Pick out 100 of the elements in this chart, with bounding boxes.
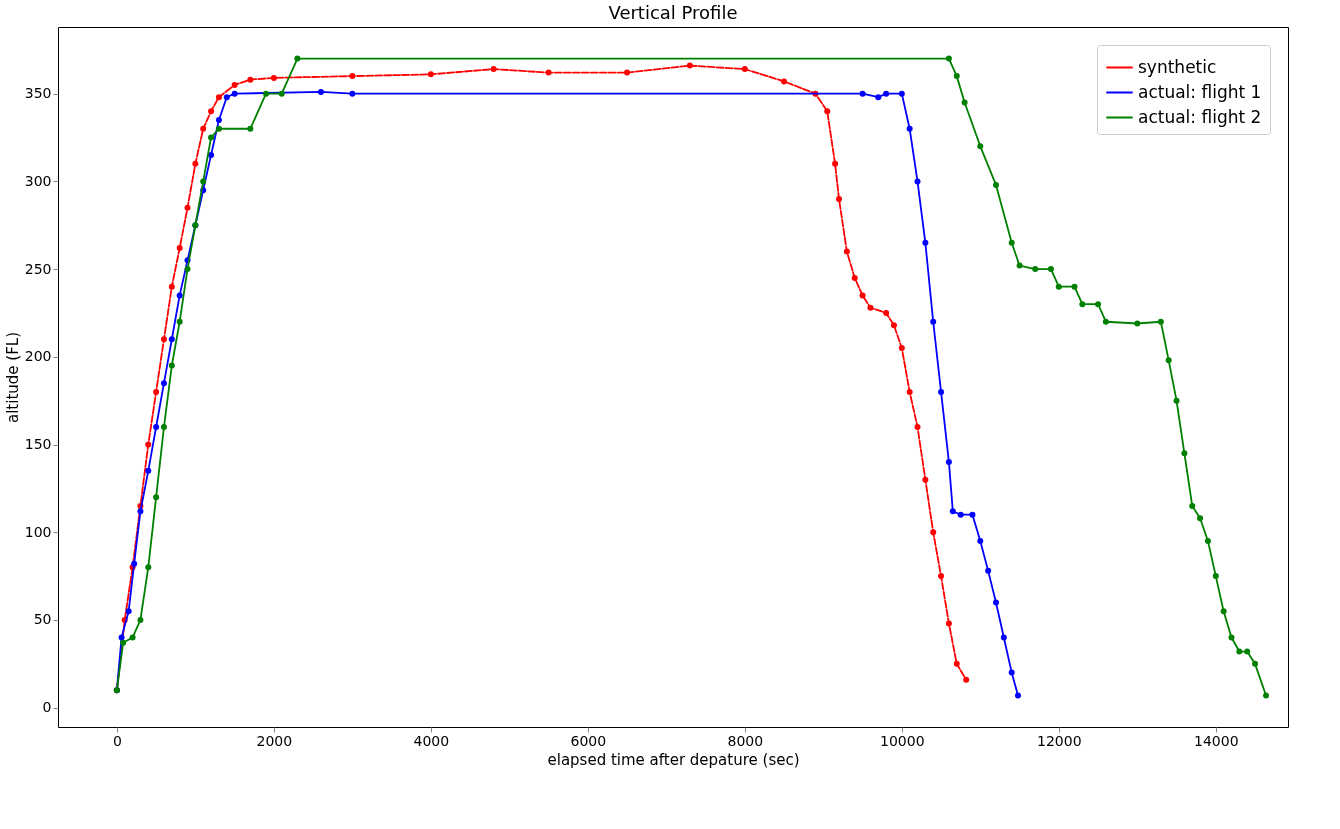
- point: [215, 94, 222, 101]
- x-tick-label: 12000: [1037, 732, 1082, 749]
- point: [247, 125, 254, 132]
- point: [270, 74, 277, 81]
- point: [1263, 692, 1270, 699]
- point: [184, 266, 191, 273]
- legend-label: actual: flight 1: [1138, 81, 1262, 102]
- point: [1016, 262, 1023, 269]
- point: [208, 134, 215, 141]
- point: [184, 204, 191, 211]
- point: [278, 90, 285, 97]
- point: [949, 508, 956, 515]
- y-tick-label: 250: [24, 260, 52, 277]
- point: [215, 125, 222, 132]
- point: [137, 508, 144, 515]
- point: [1165, 357, 1172, 364]
- y-tick-label: 350: [24, 85, 52, 102]
- point: [624, 69, 631, 76]
- point: [1228, 634, 1235, 641]
- point: [898, 90, 905, 97]
- point: [168, 336, 175, 343]
- x-tick-label: 6000: [570, 732, 607, 749]
- point: [969, 511, 976, 518]
- point: [176, 292, 183, 299]
- point: [131, 560, 138, 567]
- point: [938, 388, 945, 395]
- point: [930, 529, 937, 536]
- point: [1181, 450, 1188, 457]
- point: [145, 467, 152, 474]
- point: [977, 143, 984, 150]
- point: [953, 660, 960, 667]
- point: [176, 318, 183, 325]
- point: [1095, 301, 1102, 308]
- point: [922, 239, 929, 246]
- point: [859, 292, 866, 299]
- point: [836, 195, 843, 202]
- point: [824, 108, 831, 115]
- point: [945, 459, 952, 466]
- point: [1173, 397, 1180, 404]
- point: [945, 55, 952, 62]
- point: [129, 634, 136, 641]
- point: [1244, 648, 1251, 655]
- point: [153, 424, 160, 430]
- point: [349, 90, 356, 97]
- point: [153, 388, 160, 395]
- y-tick-label: 300: [24, 172, 52, 189]
- point: [168, 283, 175, 290]
- point: [977, 538, 984, 545]
- point: [781, 78, 788, 85]
- point: [914, 424, 921, 430]
- point: [851, 274, 858, 281]
- point: [843, 248, 850, 255]
- y-tick-label: 50: [33, 611, 52, 628]
- point: [1079, 301, 1086, 308]
- point: [985, 567, 992, 574]
- point: [993, 181, 999, 188]
- point: [160, 380, 167, 387]
- x-tick-label: 8000: [727, 732, 764, 749]
- point: [1014, 692, 1021, 699]
- point: [427, 71, 434, 78]
- point: [1212, 573, 1219, 580]
- y-axis-title: altitude (FL): [3, 331, 22, 424]
- point: [1134, 320, 1141, 327]
- point: [1197, 515, 1204, 522]
- point: [231, 81, 238, 88]
- point: [1220, 608, 1227, 615]
- point: [1157, 318, 1164, 325]
- point: [906, 125, 913, 132]
- point: [898, 345, 905, 352]
- point: [961, 99, 968, 106]
- point: [1008, 239, 1015, 246]
- x-tick-label: 0: [112, 732, 122, 749]
- point: [118, 634, 125, 641]
- point: [192, 160, 199, 167]
- point: [938, 573, 945, 580]
- point: [223, 94, 230, 101]
- point: [914, 178, 921, 185]
- point: [1000, 634, 1007, 641]
- point: [890, 322, 897, 329]
- point: [867, 304, 874, 311]
- point: [247, 76, 254, 83]
- point: [168, 362, 175, 369]
- point: [875, 94, 882, 101]
- x-axis-title: elapsed time after depature (sec): [547, 750, 800, 769]
- point: [945, 620, 952, 627]
- point: [883, 309, 890, 316]
- x-tick-label: 10000: [880, 732, 925, 749]
- x-tick-label: 14000: [1194, 732, 1239, 749]
- point: [1055, 283, 1062, 290]
- point: [208, 152, 215, 159]
- point: [883, 90, 890, 97]
- point: [176, 245, 183, 252]
- point: [160, 336, 167, 343]
- point: [294, 55, 301, 62]
- y-tick-label: 200: [24, 348, 52, 365]
- point: [922, 476, 929, 483]
- point: [906, 388, 913, 395]
- point: [1047, 266, 1054, 273]
- point: [993, 599, 999, 606]
- point: [1236, 648, 1243, 655]
